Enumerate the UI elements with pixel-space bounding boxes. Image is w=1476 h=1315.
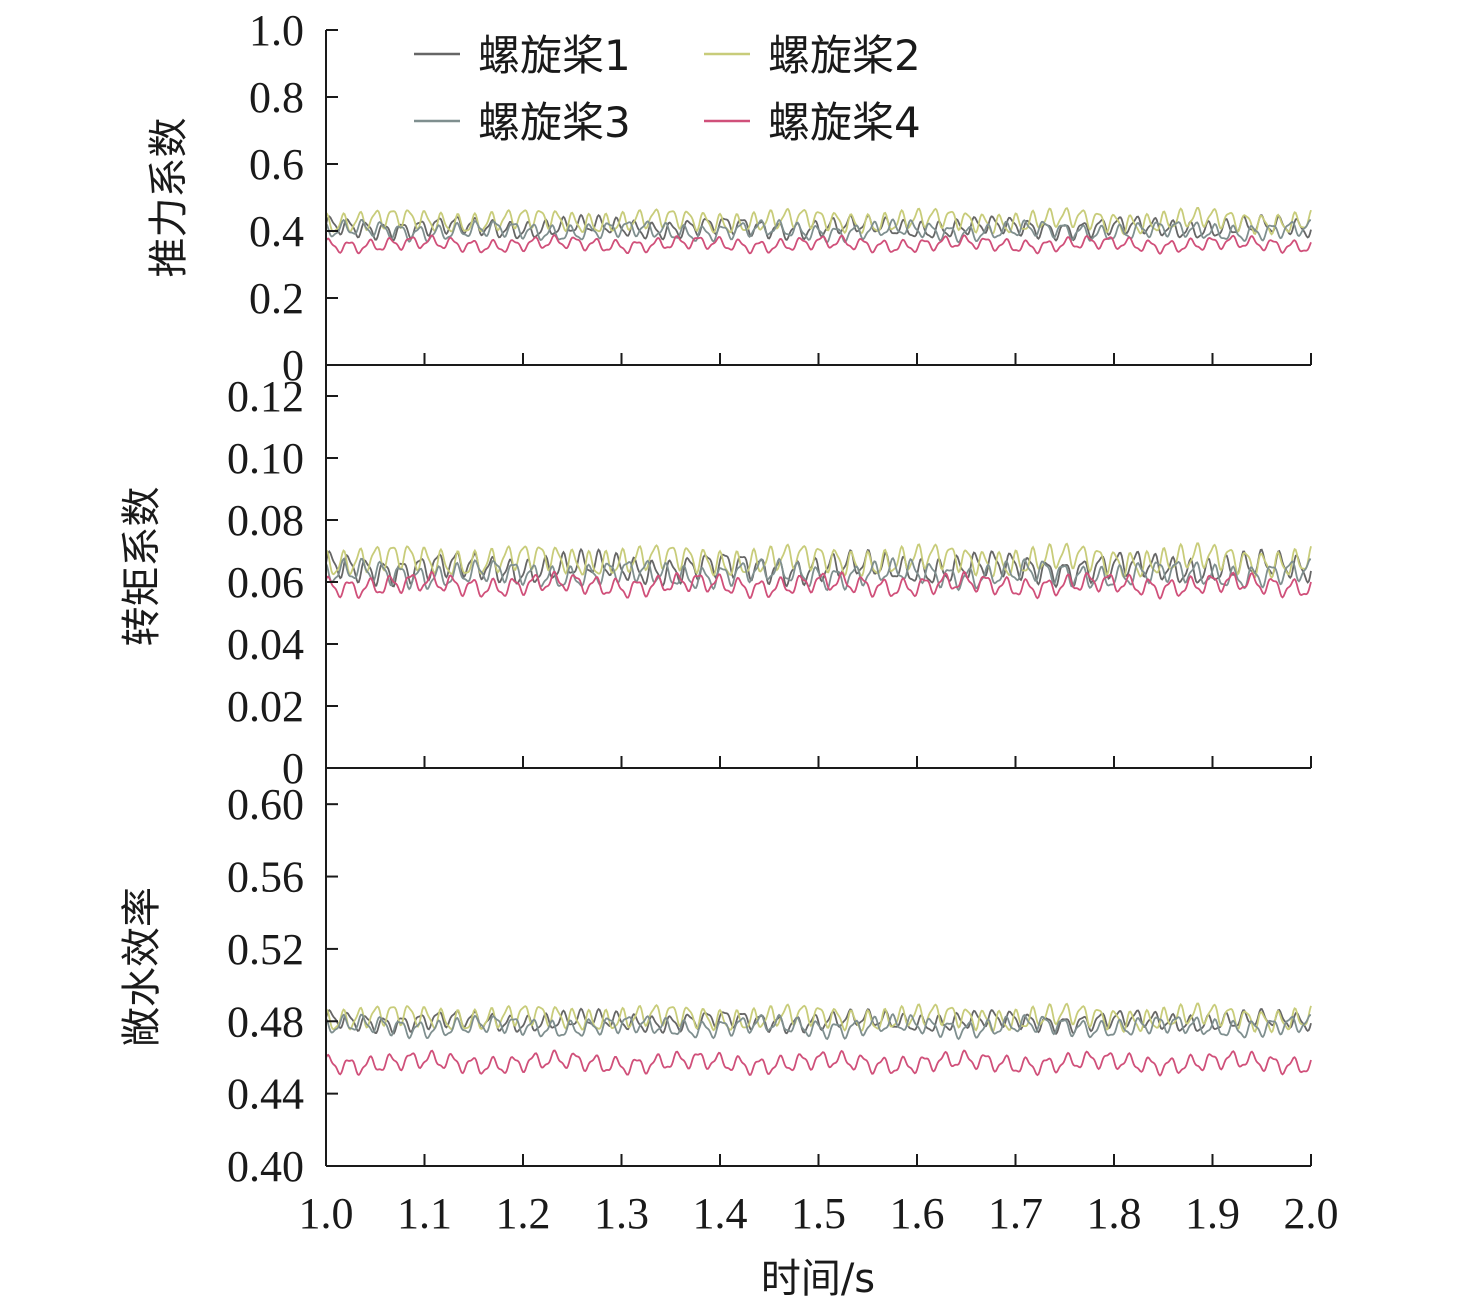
y-tick-label: 0.4 (249, 207, 304, 256)
series-line-4 (325, 570, 1312, 600)
y-tick-label: 0.6 (249, 140, 304, 189)
legend-item-4: 螺旋桨4 (704, 98, 921, 147)
series-line-3 (325, 218, 1312, 244)
series-line-2 (325, 542, 1312, 580)
x-tick-label: 1.1 (397, 1189, 452, 1238)
y-tick-label: 0.60 (227, 780, 304, 829)
y-axis-title: 推力系数 (146, 118, 192, 278)
legend: 螺旋桨1 螺旋桨2 螺旋桨3 螺旋桨4 (414, 31, 921, 147)
y-tick-label: 0.06 (227, 558, 304, 607)
y-tick-label: 0.8 (249, 73, 304, 122)
y-tick-label: 0 (282, 744, 304, 793)
x-axis: 1.0 1.1 1.2 1.3 1.4 1.5 1.6 1.7 1.8 1.9 2.0 (299, 1189, 1339, 1238)
series-line-4 (325, 1049, 1312, 1077)
y-tick-label: 0.44 (227, 1070, 304, 1119)
series-line-3 (325, 556, 1312, 592)
x-tick-label: 1.5 (791, 1189, 846, 1238)
series-line-2 (325, 206, 1312, 236)
x-tick-label: 1.9 (1185, 1189, 1240, 1238)
legend-label: 螺旋桨4 (768, 98, 921, 147)
series-line-1 (325, 1007, 1312, 1036)
y-axis-title: 转矩系数 (119, 487, 165, 647)
x-axis-title: 时间/s (761, 1256, 875, 1302)
series-line-4 (325, 234, 1312, 255)
y-tick-label: 0 (282, 341, 304, 390)
panel-1: 0 0.2 0.4 0.6 0.8 1.0 推力系数 (146, 6, 1312, 390)
y-tick-label: 0.02 (227, 682, 304, 731)
y-tick-label: 0.04 (227, 620, 304, 669)
x-tick-label: 1.6 (890, 1189, 945, 1238)
panel-2: 0 0.02 0.04 0.06 0.08 0.10 0.12 转矩系数 (119, 365, 1312, 793)
y-tick-label: 0.10 (227, 434, 304, 483)
x-tick-label: 1.0 (299, 1189, 354, 1238)
legend-item-2: 螺旋桨2 (704, 31, 921, 80)
legend-label: 螺旋桨3 (478, 98, 631, 147)
x-tick-label: 1.8 (1087, 1189, 1142, 1238)
legend-item-3: 螺旋桨3 (414, 98, 631, 147)
legend-label: 螺旋桨2 (768, 31, 921, 80)
y-axis-title: 敞水效率 (119, 887, 165, 1047)
y-tick-label: 0.48 (227, 997, 304, 1046)
y-tick-label: 0.12 (227, 372, 304, 421)
y-tick-label: 0.40 (227, 1142, 304, 1191)
chart-panels: 0 0.2 0.4 0.6 0.8 1.0 推力系数 0 0.02 0.04 0.06 0.08 0.1… (119, 6, 1312, 1191)
x-tick-label: 1.3 (594, 1189, 649, 1238)
y-tick-label: 0.56 (227, 853, 304, 902)
series-line-1 (325, 547, 1312, 589)
series-line-3 (325, 1012, 1312, 1041)
x-tick-label: 1.7 (988, 1189, 1043, 1238)
y-tick-label: 0.08 (227, 496, 304, 545)
x-tick-label: 1.4 (693, 1189, 748, 1238)
legend-label: 螺旋桨1 (478, 31, 631, 80)
panel-3: 0.40 0.44 0.48 0.52 0.56 0.60 敞水效率 (119, 768, 1312, 1191)
legend-item-1: 螺旋桨1 (414, 31, 631, 80)
x-tick-label: 2.0 (1284, 1189, 1339, 1238)
y-tick-label: 0.2 (249, 274, 304, 323)
x-tick-label: 1.2 (496, 1189, 551, 1238)
y-tick-label: 1.0 (249, 6, 304, 55)
series-line-2 (325, 1002, 1312, 1034)
y-tick-label: 0.52 (227, 925, 304, 974)
